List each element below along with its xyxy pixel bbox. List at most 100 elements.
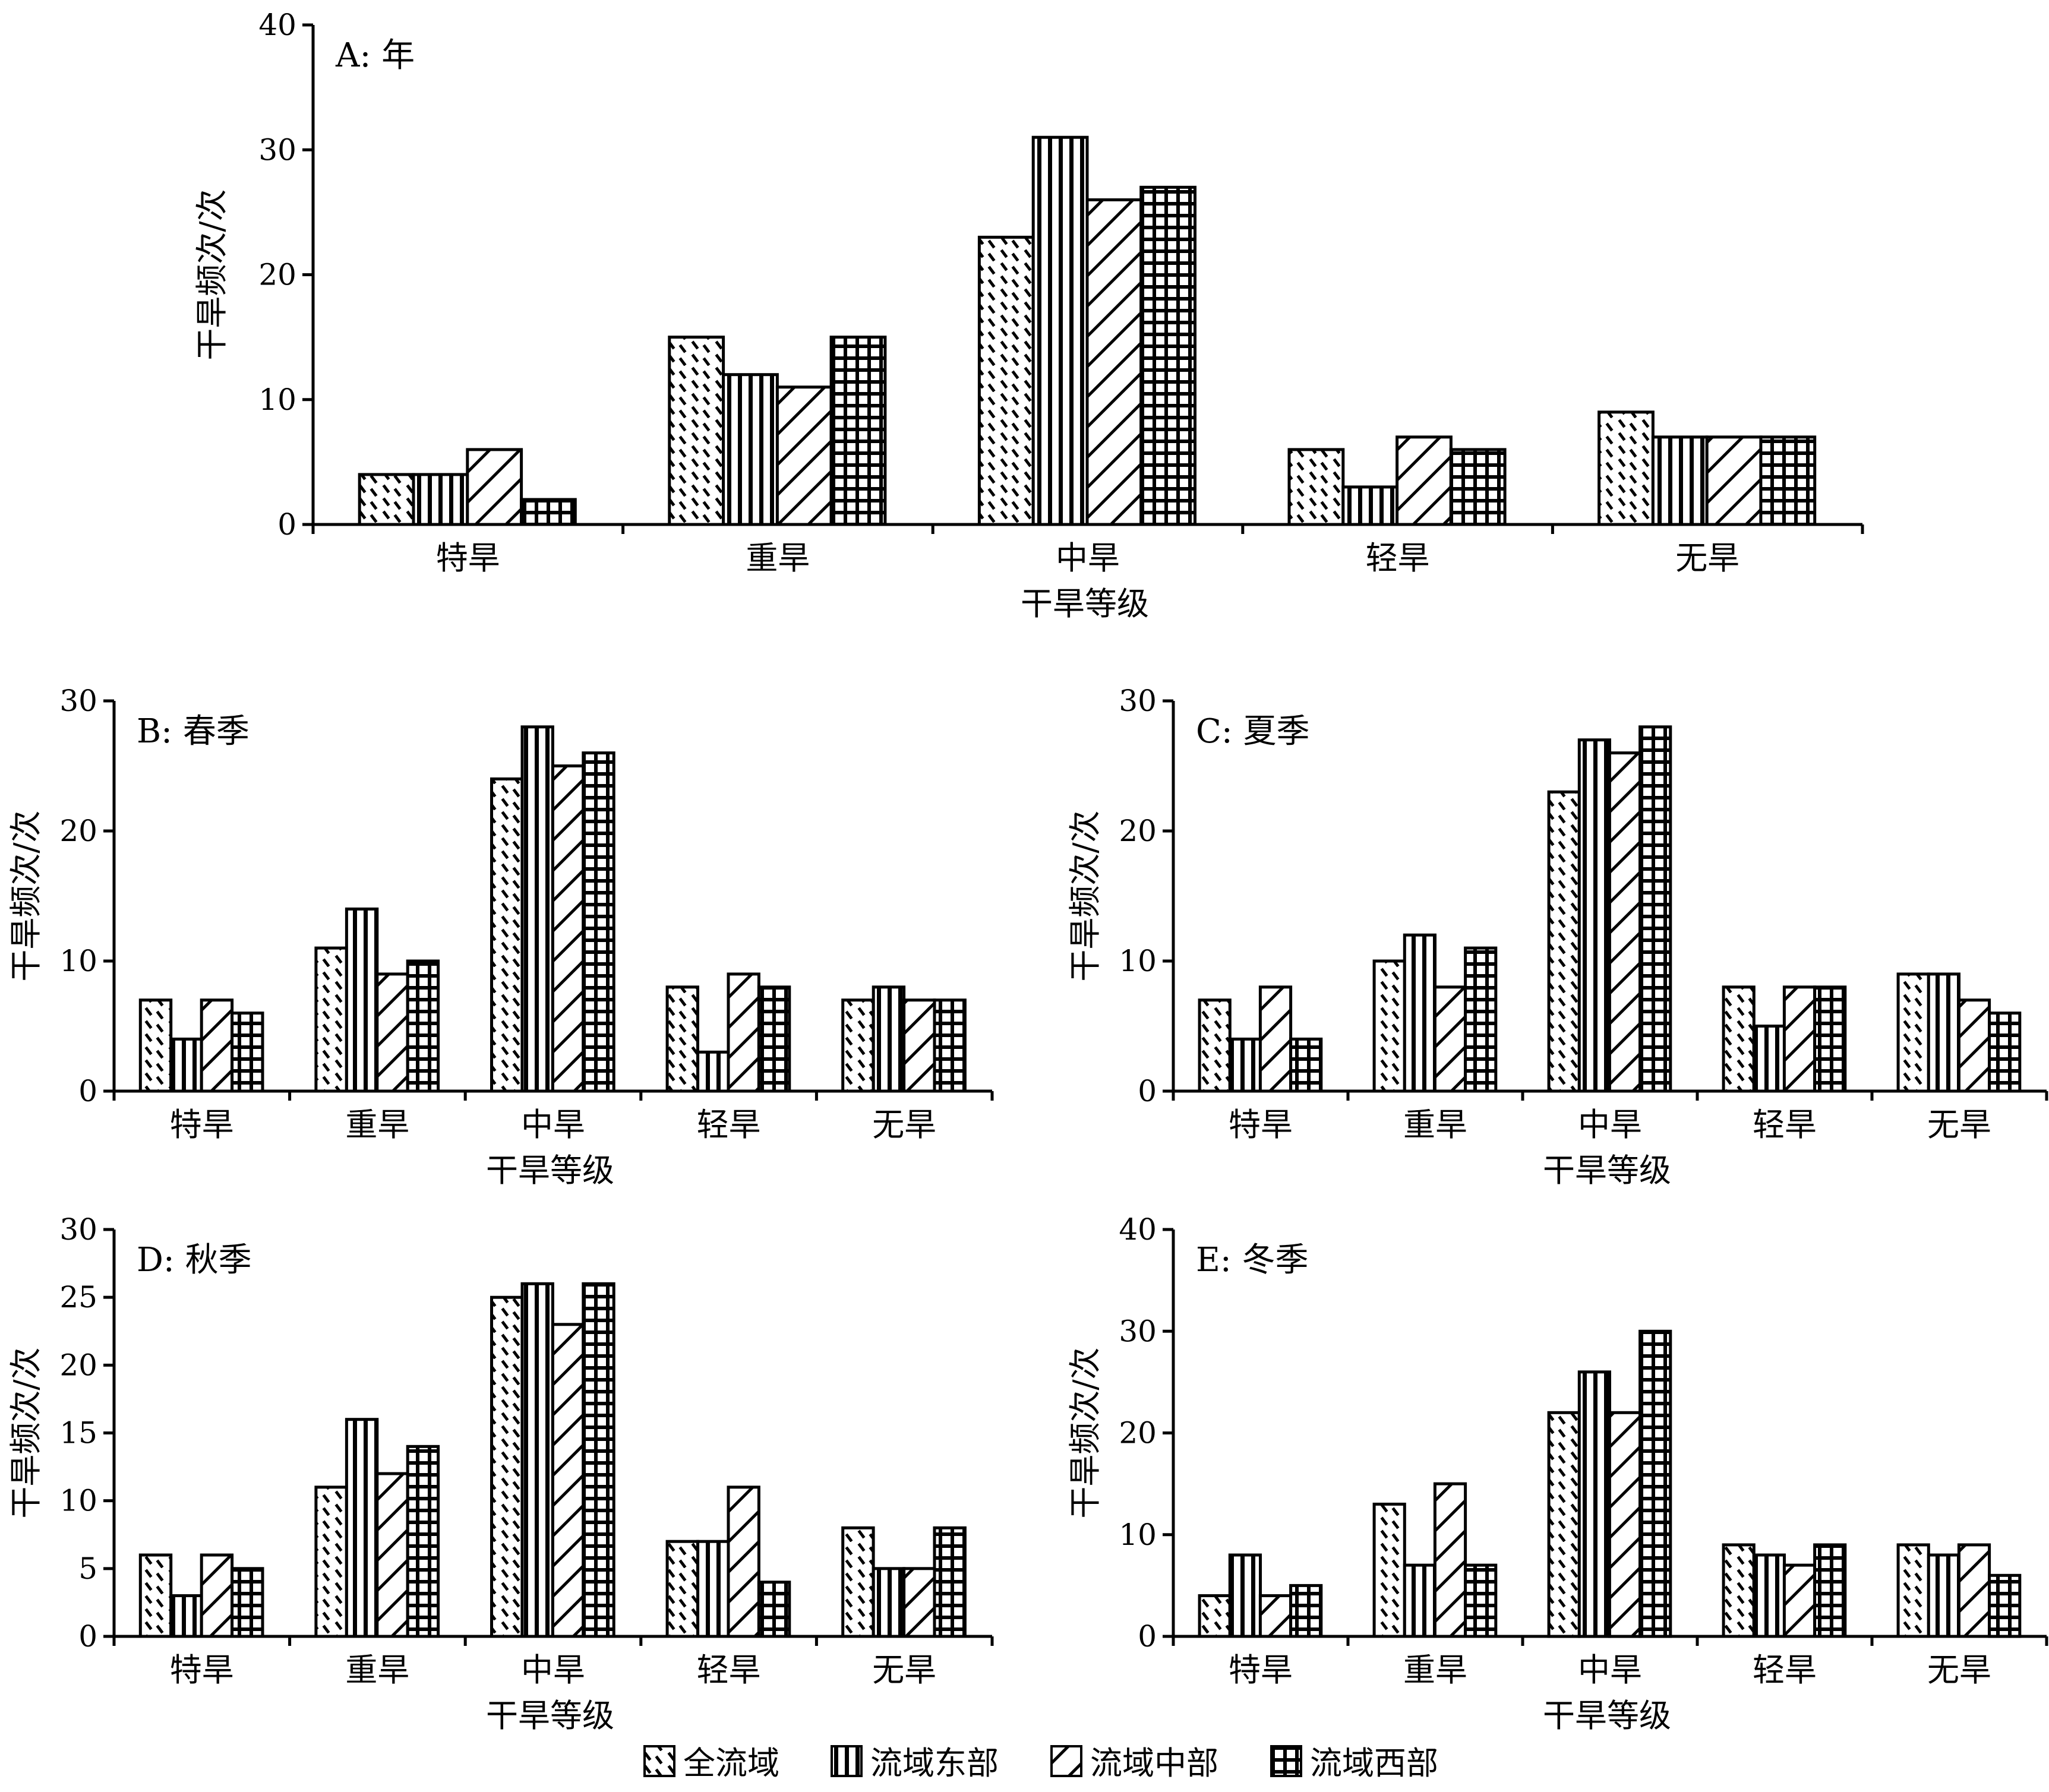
y-tick-label-3-2: 10: [59, 1484, 97, 1518]
bar-4-1-3: [1752, 1553, 1786, 1638]
y-tick-label-2-2: 20: [1119, 814, 1157, 848]
bar-2-2-4: [1957, 998, 1991, 1093]
legend-item-3: 流域西部: [1270, 1744, 1438, 1782]
panel-title-4: E: 冬季: [1196, 1241, 1309, 1279]
bar-0-3-2: [1139, 185, 1196, 526]
x-tick-label-1-1: 重旱: [345, 1106, 409, 1143]
bar-1-3-2: [582, 751, 615, 1093]
x-tick-label-4-3: 轻旱: [1753, 1651, 1817, 1689]
bar-3-2-4: [902, 1567, 936, 1638]
bar-3-3-3: [757, 1581, 791, 1638]
bar-4-3-1: [1464, 1563, 1498, 1638]
bar-2-2-3: [1782, 985, 1817, 1093]
bar-4-0-2: [1547, 1411, 1581, 1638]
x-tick-label-3-0: 特旱: [170, 1651, 234, 1689]
x-tick-label-4-2: 中旱: [1578, 1651, 1642, 1689]
y-tick-label-3-3: 15: [59, 1416, 97, 1450]
legend-swatch-2: [1050, 1745, 1082, 1777]
bar-4-1-2: [1577, 1370, 1612, 1638]
legend-item-2: 流域中部: [1050, 1744, 1218, 1782]
legend-label-2: 流域中部: [1090, 1744, 1218, 1782]
bar-3-0-4: [841, 1526, 875, 1638]
bar-1-2-4: [902, 998, 936, 1093]
legend-item-0: 全流域: [643, 1744, 779, 1782]
bar-0-3-0: [520, 498, 577, 526]
y-tick-label-0-4: 40: [258, 8, 296, 42]
y-tick-label-3-0: 0: [78, 1619, 97, 1654]
bar-1-3-1: [406, 959, 440, 1093]
bar-4-3-4: [1988, 1573, 2022, 1638]
bar-1-1-2: [520, 725, 554, 1093]
bar-3-3-1: [406, 1445, 440, 1638]
y-tick-label-2-0: 0: [1138, 1074, 1157, 1108]
bar-3-3-0: [231, 1567, 264, 1638]
bar-2-0-4: [1896, 972, 1930, 1093]
y-tick-label-4-0: 0: [1138, 1619, 1157, 1654]
bar-4-2-0: [1258, 1594, 1293, 1638]
bar-1-2-1: [375, 972, 409, 1093]
panel-title-1: B: 春季: [137, 712, 250, 751]
x-tick-label-1-4: 无旱: [872, 1106, 936, 1143]
bar-0-0-2: [977, 235, 1035, 526]
x-axis-title-1: 干旱等级: [486, 1152, 614, 1189]
y-tick-label-1-3: 30: [59, 684, 97, 718]
bar-3-2-3: [727, 1486, 760, 1638]
bar-0-3-1: [829, 336, 887, 526]
bar-2-1-1: [1403, 933, 1437, 1093]
x-tick-label-3-4: 无旱: [872, 1651, 936, 1689]
x-tick-label-0-3: 轻旱: [1366, 539, 1430, 577]
bar-3-0-1: [314, 1486, 348, 1638]
bar-2-3-0: [1289, 1037, 1323, 1093]
y-axis-title-3: 干旱频次/次: [7, 1347, 45, 1518]
bar-0-3-4: [1759, 435, 1817, 526]
x-axis-title-2: 干旱等级: [1543, 1152, 1671, 1189]
bar-1-3-3: [757, 985, 791, 1093]
bar-3-0-2: [490, 1295, 524, 1638]
bar-0-0-4: [1597, 410, 1655, 526]
y-tick-label-1-0: 0: [78, 1074, 97, 1108]
bar-4-1-1: [1403, 1563, 1437, 1638]
legend-swatch-0: [643, 1745, 675, 1777]
x-tick-label-2-3: 轻旱: [1753, 1106, 1817, 1143]
bar-0-2-0: [466, 448, 523, 526]
bar-0-0-0: [358, 473, 415, 526]
bar-3-2-2: [551, 1323, 585, 1638]
y-tick-label-0-1: 10: [258, 383, 296, 417]
y-tick-label-2-1: 10: [1119, 944, 1157, 978]
x-tick-label-1-2: 中旱: [521, 1106, 585, 1143]
bar-0-1-1: [722, 373, 779, 526]
bar-3-2-0: [200, 1553, 234, 1638]
y-axis-title-2: 干旱频次/次: [1066, 810, 1104, 981]
bar-1-2-2: [551, 764, 585, 1093]
x-tick-label-3-3: 轻旱: [697, 1651, 761, 1689]
bar-0-0-1: [668, 336, 725, 526]
bar-3-1-2: [520, 1282, 554, 1638]
bar-4-3-2: [1638, 1329, 1672, 1638]
bar-2-1-2: [1577, 738, 1612, 1093]
bar-1-1-1: [345, 907, 379, 1093]
bar-0-1-3: [1341, 485, 1399, 526]
legend-item-1: 流域东部: [831, 1744, 999, 1782]
bar-1-0-0: [138, 998, 173, 1093]
x-tick-label-1-3: 轻旱: [697, 1106, 761, 1143]
bar-2-1-4: [1927, 972, 1961, 1093]
bar-2-3-3: [1813, 985, 1847, 1093]
legend-swatch-1: [831, 1745, 863, 1777]
bar-1-2-3: [727, 972, 760, 1093]
x-tick-label-3-2: 中旱: [521, 1651, 585, 1689]
y-tick-label-0-2: 20: [258, 258, 296, 292]
x-tick-label-4-4: 无旱: [1927, 1651, 1991, 1689]
bar-2-2-1: [1433, 985, 1467, 1093]
bar-4-0-1: [1372, 1502, 1406, 1638]
x-tick-label-0-0: 特旱: [436, 539, 500, 577]
y-tick-label-3-5: 25: [59, 1280, 97, 1314]
x-tick-label-2-0: 特旱: [1229, 1106, 1293, 1143]
x-tick-label-0-1: 重旱: [746, 539, 810, 577]
y-axis-title-4: 干旱频次/次: [1066, 1347, 1104, 1518]
y-axis-title-0: 干旱频次/次: [193, 189, 231, 360]
bar-3-2-1: [375, 1472, 409, 1638]
bar-2-3-4: [1988, 1012, 2022, 1093]
